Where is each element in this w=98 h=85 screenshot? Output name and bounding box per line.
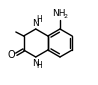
Text: H: H — [36, 62, 42, 70]
Text: NH: NH — [52, 10, 66, 19]
Text: H: H — [36, 15, 42, 24]
Text: N: N — [32, 19, 39, 28]
Text: O: O — [8, 49, 15, 60]
Text: N: N — [32, 58, 39, 67]
Text: 2: 2 — [64, 15, 68, 19]
